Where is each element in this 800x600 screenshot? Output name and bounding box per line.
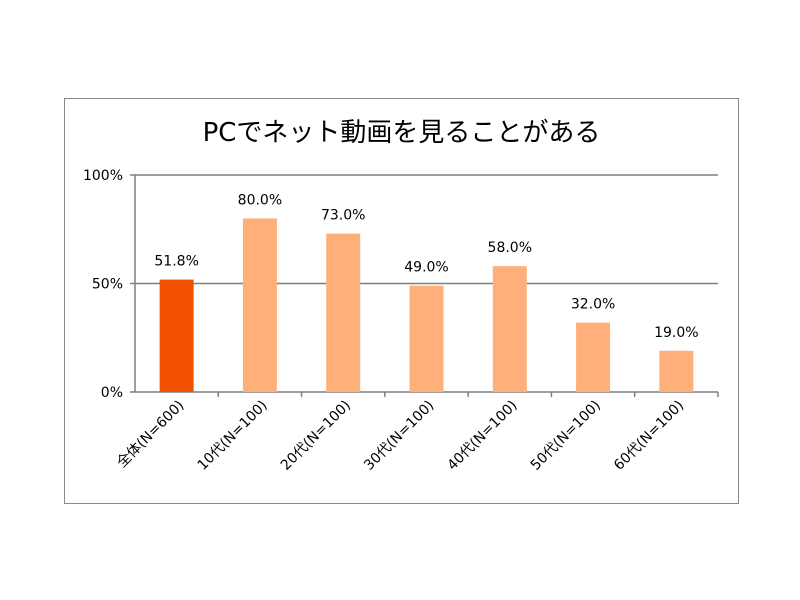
x-tick-label: 10代(N=100) <box>195 398 271 474</box>
x-tick-label: 全体(N=600) <box>113 397 187 471</box>
x-tick-label: 30代(N=100) <box>361 398 437 474</box>
bar <box>159 279 194 392</box>
data-label: 51.8% <box>154 254 198 270</box>
bar <box>576 322 611 392</box>
chart-title: PCでネット動画を見ることがある <box>202 118 601 148</box>
x-tick-label: 20代(N=100) <box>278 398 354 474</box>
y-tick-label: 50% <box>92 277 123 293</box>
y-tick-label: 100% <box>83 168 123 184</box>
data-label: 73.0% <box>321 208 365 224</box>
chart-frame <box>64 98 739 504</box>
data-label: 58.0% <box>488 240 532 256</box>
x-tick-label: 40代(N=100) <box>444 398 520 474</box>
bar <box>409 285 444 392</box>
x-tick-label: 60代(N=100) <box>611 398 687 474</box>
data-label: 80.0% <box>238 192 282 208</box>
x-tick-label: 50代(N=100) <box>528 398 604 474</box>
data-label: 49.0% <box>404 260 448 276</box>
bar <box>326 233 361 392</box>
bar <box>242 218 277 392</box>
data-label: 32.0% <box>571 297 615 313</box>
data-label: 19.0% <box>654 325 698 341</box>
bar <box>492 266 527 392</box>
y-tick-label: 0% <box>101 385 123 401</box>
bar <box>659 350 694 392</box>
